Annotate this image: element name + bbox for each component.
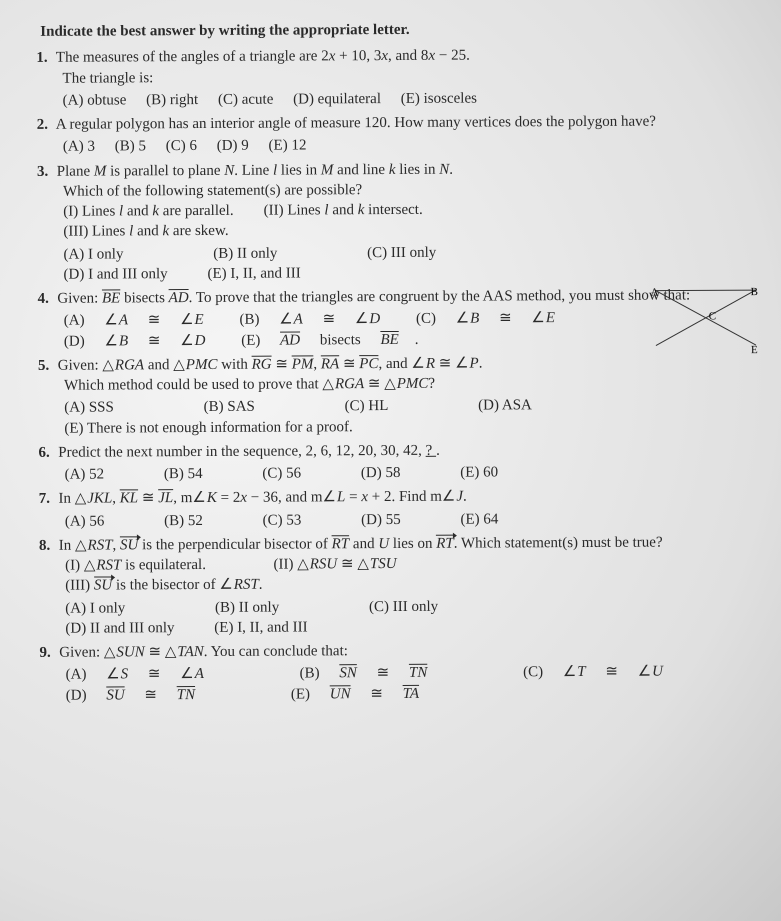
q5-options: (A) SSS (B) SAS (C) HL (D) ASA (E) There…	[64, 394, 751, 438]
q3-opt-e: (E) I, II, and III	[207, 265, 300, 281]
triangle-diagram: A B C E	[651, 285, 761, 356]
question-3: 3. Plane M is parallel to plane N. Line …	[37, 158, 751, 285]
diagram-label-e: E	[751, 344, 758, 356]
q8-options: (A) I only (B) II only (C) III only (D) …	[65, 595, 752, 639]
q6-opt-a: (A) 52	[65, 467, 105, 483]
q8-statements: (I) RST is equilateral. (II) RSU ≅ TSU (…	[65, 552, 752, 596]
q3-opt-a: (A) I only	[63, 246, 123, 262]
question-6: 6. Predict the next number in the sequen…	[38, 439, 751, 485]
q4-opt-e: (E) AD bisects BE.	[241, 331, 434, 348]
q5-opt-e: (E) There is not enough information for …	[64, 419, 352, 437]
q3-text: Plane M is parallel to plane N. Line l l…	[57, 161, 453, 179]
q8-num: 8.	[39, 536, 55, 556]
q2-opt-d: (D) 9	[217, 138, 249, 154]
q9-num: 9.	[39, 643, 55, 663]
question-9: 9. Given: SUN ≅ TAN. You can conclude th…	[39, 639, 752, 705]
q2-opt-c: (C) 6	[166, 138, 197, 154]
question-8: 8. In RST, SU is the perpendicular bisec…	[39, 532, 753, 639]
q5-opt-a: (A) SSS	[64, 400, 114, 416]
q7-opt-e: (E) 64	[460, 511, 498, 527]
diagram-label-a: A	[651, 287, 659, 299]
q3-opt-d: (D) I and III only	[63, 266, 167, 283]
q1-opt-e: (E) isosceles	[401, 90, 477, 106]
q2-opt-e: (E) 12	[268, 138, 306, 154]
q8-opt-d: (D) II and III only	[65, 620, 174, 637]
q4-num: 4.	[38, 289, 54, 309]
question-7: 7. In JKL, KL ≅ JL, mK = 2x − 36, and mL…	[39, 485, 752, 531]
q3-num: 3.	[37, 161, 53, 181]
q1-options: (A) obtuse (B) right (C) acute (D) equil…	[63, 87, 750, 111]
q8-opt-e: (E) I, II, and III	[214, 619, 307, 635]
q9-opt-a: (A) S ≅ A	[66, 666, 220, 683]
q8-opt-a: (A) I only	[65, 600, 125, 616]
q5-text2: Which method could be used to prove that…	[64, 372, 751, 396]
q3-statements: (I) Lines l and k are parallel. (II) Lin…	[63, 198, 750, 242]
q7-options: (A) 56 (B) 52 (C) 53 (D) 55 (E) 64	[65, 508, 752, 532]
q2-opt-a: (A) 3	[63, 139, 95, 155]
question-1: 1. The measures of the angles of a trian…	[36, 44, 749, 110]
q9-options: (A) S ≅ A (B) SN ≅ TN (C) T ≅ U (D) SU ≅…	[66, 661, 753, 705]
q7-opt-b: (B) 52	[164, 512, 203, 528]
q9-text: Given: SUN ≅ TAN. You can conclude that:	[59, 643, 348, 661]
q8-opt-c: (C) III only	[369, 598, 438, 614]
q6-text: Predict the next number in the sequence,…	[58, 442, 440, 460]
q6-num: 6.	[38, 443, 54, 463]
q6-opt-c: (C) 56	[262, 465, 301, 481]
q2-options: (A) 3 (B) 5 (C) 6 (D) 9 (E) 12	[63, 133, 750, 157]
q7-opt-d: (D) 55	[361, 511, 401, 527]
q2-opt-b: (B) 5	[115, 139, 146, 155]
instructions-title: Indicate the best answer by writing the …	[40, 18, 749, 42]
q9-opt-e: (E) UN ≅ TA	[291, 685, 435, 702]
q7-text: In JKL, KL ≅ JL, mK = 2x − 36, and mL = …	[58, 489, 466, 507]
q4-opt-c: (C) B ≅ E	[416, 310, 571, 327]
question-4: A B C E 4. Given: BE bisects AD. To prov…	[38, 285, 751, 351]
q8-text: In RST, SU is the perpendicular bisector…	[59, 534, 663, 553]
q3-options: (A) I only (B) II only (C) III only (D) …	[63, 241, 750, 285]
q1-text2: The triangle is:	[62, 65, 749, 89]
q1-opt-b: (B) right	[146, 92, 198, 108]
page-content: Indicate the best answer by writing the …	[28, 18, 753, 706]
q1-opt-d: (D) equilateral	[293, 91, 381, 107]
q4-options: (A) A ≅ E (B) A ≅ D (C) B ≅ E (D) B ≅ D …	[64, 308, 594, 351]
q1-text: The measures of the angles of a triangle…	[56, 48, 470, 66]
q6-opt-b: (B) 54	[164, 466, 203, 482]
diagram-label-c: C	[709, 310, 716, 322]
q5-opt-c: (C) HL	[345, 398, 389, 414]
q5-text: Given: RGA and PMC with RG ≅ PM, RA ≅ PC…	[58, 355, 483, 373]
q3-opt-c: (C) III only	[367, 244, 436, 260]
q3-opt-b: (B) II only	[213, 245, 277, 261]
q4-opt-a: (A) A ≅ E	[64, 312, 220, 329]
q4-opt-d: (D) B ≅ D	[64, 332, 222, 349]
q9-opt-b: (B) SN ≅ TN	[300, 665, 444, 682]
q1-num: 1.	[36, 48, 52, 68]
q5-opt-b: (B) SAS	[204, 399, 255, 415]
q1-opt-a: (A) obtuse	[63, 92, 127, 108]
q4-text: Given: BE bisects AD. To prove that the …	[57, 287, 690, 306]
q5-opt-d: (D) ASA	[478, 398, 532, 414]
q7-num: 7.	[39, 489, 55, 509]
q9-opt-d: (D) SU ≅ TN	[66, 686, 211, 703]
q8-opt-b: (B) II only	[215, 599, 279, 615]
question-5: 5. Given: RGA and PMC with RG ≅ PM, RA ≅…	[38, 352, 751, 439]
q7-opt-c: (C) 53	[263, 512, 302, 528]
q9-opt-c: (C) T ≅ U	[523, 664, 679, 681]
question-2: 2. A regular polygon has an interior ang…	[37, 111, 750, 157]
q2-num: 2.	[37, 115, 53, 135]
q4-opt-b: (B) A ≅ D	[239, 311, 396, 328]
q6-options: (A) 52 (B) 54 (C) 56 (D) 58 (E) 60	[65, 461, 752, 485]
q6-opt-d: (D) 58	[361, 465, 401, 481]
diagram-label-b: B	[751, 286, 758, 298]
q7-opt-a: (A) 56	[65, 513, 105, 529]
q1-opt-c: (C) acute	[218, 91, 273, 107]
q5-num: 5.	[38, 356, 54, 376]
q6-opt-e: (E) 60	[460, 464, 498, 480]
q2-text: A regular polygon has an interior angle …	[56, 114, 656, 133]
